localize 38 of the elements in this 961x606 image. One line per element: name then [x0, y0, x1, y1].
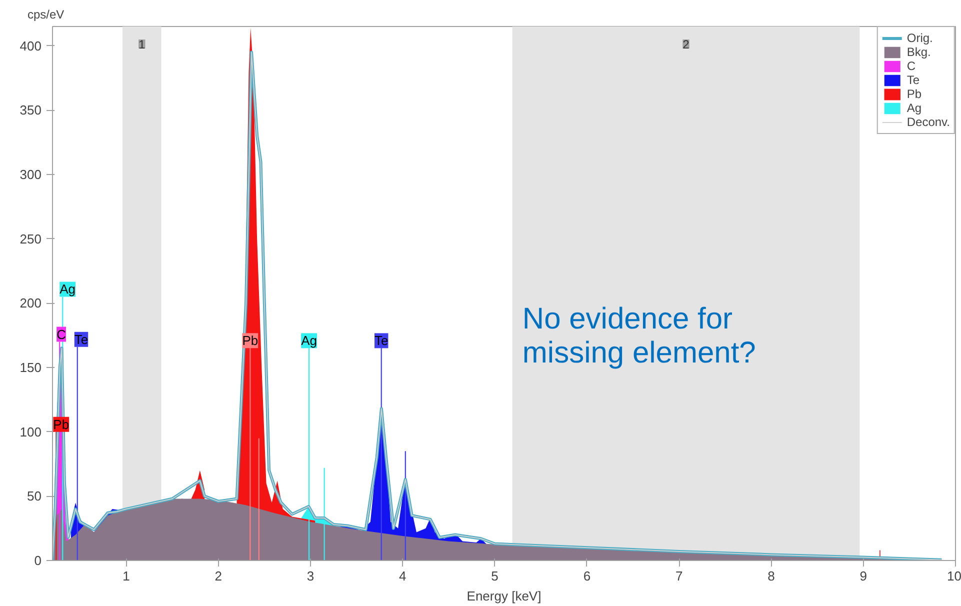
annotation: Pb — [53, 416, 70, 432]
y-tick-label: 400 — [20, 38, 42, 54]
x-tick-label: 6 — [583, 568, 591, 584]
band-label: 2 — [682, 38, 690, 52]
annotation: No evidence for missing element? — [522, 302, 756, 370]
y-axis-title: cps/eV — [28, 8, 64, 22]
y-tick-label: 350 — [20, 102, 42, 118]
x-tick-label: 7 — [675, 568, 683, 584]
annotation: Te — [374, 333, 388, 348]
y-tick-label: 50 — [27, 488, 42, 504]
x-tick-label: 10 — [947, 568, 961, 584]
legend-label: Te — [906, 73, 921, 87]
x-tick-label: 3 — [306, 568, 314, 584]
x-tick-label: 8 — [768, 568, 775, 584]
x-axis-title: Energy [keV] — [466, 588, 542, 604]
annotation: Te — [74, 332, 88, 347]
annotation: Ag — [301, 333, 317, 348]
legend-label: Bkg. — [906, 45, 931, 59]
legend-label: Ag — [906, 101, 923, 115]
x-tick-label: 5 — [491, 568, 498, 584]
y-tick-label: 300 — [20, 166, 42, 182]
legend-label: C — [906, 59, 917, 73]
legend-label: Pb — [906, 87, 923, 101]
annotation: Ag — [60, 282, 76, 297]
x-tick-label: 9 — [860, 568, 867, 584]
x-tick-label: 2 — [214, 568, 222, 584]
annotation: C — [56, 326, 66, 342]
x-tick-label: 4 — [399, 568, 406, 584]
legend-label: Deconv. — [906, 115, 950, 129]
y-tick-label: 150 — [20, 360, 42, 375]
band-label: 1 — [138, 38, 146, 52]
x-tick-label: 1 — [122, 568, 130, 584]
legend-label: Orig. — [906, 31, 933, 45]
annotation: Pb — [242, 333, 258, 348]
y-tick-label: 250 — [20, 231, 42, 246]
y-tick-label: 200 — [20, 296, 42, 311]
y-tick-label: 100 — [20, 424, 42, 440]
y-tick-label: 0 — [34, 553, 42, 568]
